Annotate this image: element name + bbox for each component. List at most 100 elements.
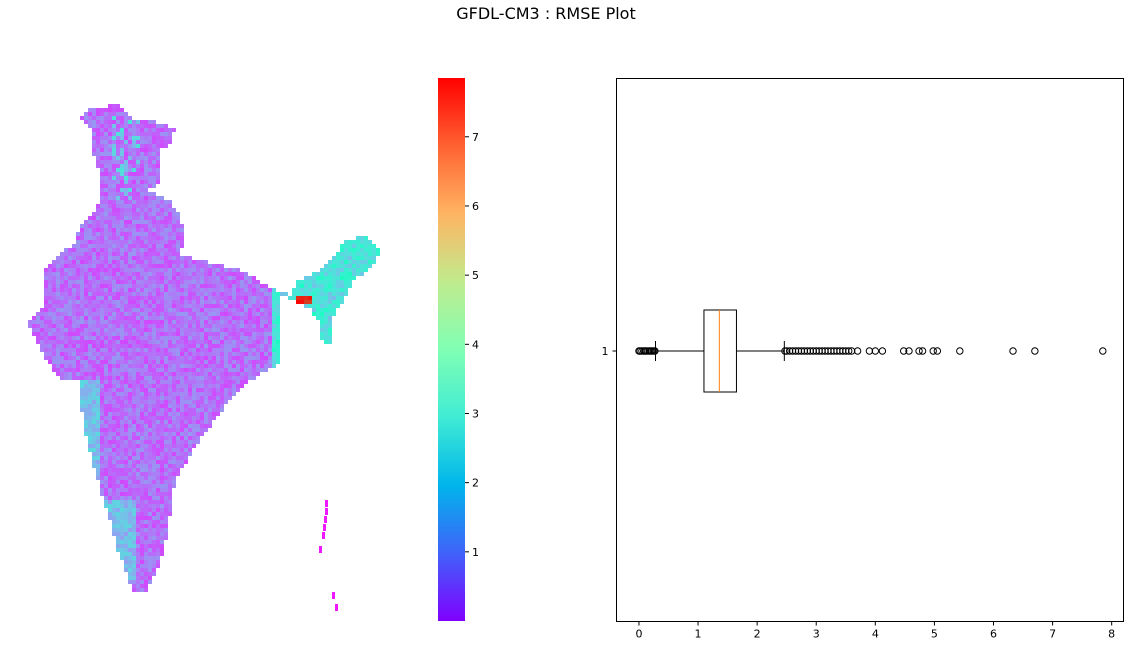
map-cell <box>168 224 172 228</box>
map-cell <box>92 456 96 460</box>
map-cell <box>112 504 116 508</box>
map-cell <box>160 540 164 544</box>
map-cell <box>84 344 88 348</box>
map-cell <box>132 420 136 424</box>
map-cell <box>324 284 328 288</box>
map-cell <box>120 404 124 408</box>
map-cell <box>148 136 152 140</box>
map-cell <box>172 480 176 484</box>
map-cell <box>136 208 140 212</box>
map-cell <box>224 300 228 304</box>
map-cell <box>44 356 48 360</box>
map-cell <box>192 432 196 436</box>
map-cell <box>100 372 104 376</box>
map-cell <box>88 120 92 124</box>
map-cell <box>48 324 52 328</box>
map-cell <box>176 312 180 316</box>
map-cell <box>180 372 184 376</box>
map-cell <box>148 312 152 316</box>
map-cell <box>108 372 112 376</box>
map-cell <box>152 532 156 536</box>
map-cell <box>272 332 276 336</box>
map-cell <box>124 200 128 204</box>
map-cell <box>132 120 136 124</box>
map-cell <box>200 408 204 412</box>
map-cell <box>176 340 180 344</box>
map-cell <box>136 404 140 408</box>
map-cell <box>152 452 156 456</box>
map-cell <box>204 356 208 360</box>
map-cell <box>52 280 56 284</box>
map-cell <box>128 544 132 548</box>
map-cell <box>132 384 136 388</box>
map-cell <box>124 228 128 232</box>
map-cell <box>140 264 144 268</box>
map-cell <box>204 388 208 392</box>
map-cell <box>136 240 140 244</box>
map-cell <box>156 500 160 504</box>
map-cell <box>116 412 120 416</box>
map-cell <box>124 260 128 264</box>
map-cell <box>268 288 272 292</box>
map-cell <box>172 312 176 316</box>
map-cell <box>40 324 44 328</box>
map-cell <box>128 208 132 212</box>
map-cell <box>144 248 148 252</box>
map-cell <box>104 180 108 184</box>
map-cell <box>144 332 148 336</box>
map-cell <box>244 320 248 324</box>
map-cell <box>308 304 312 308</box>
map-cell <box>100 172 104 176</box>
map-cell <box>120 424 124 428</box>
map-cell <box>96 268 100 272</box>
map-cell <box>184 304 188 308</box>
map-cell <box>132 192 136 196</box>
map-cell <box>268 304 272 308</box>
map-cell <box>116 232 120 236</box>
map-cell <box>128 232 132 236</box>
map-cell <box>228 276 232 280</box>
map-cell <box>252 304 256 308</box>
map-cell <box>80 260 84 264</box>
map-cell <box>184 268 188 272</box>
map-cell <box>136 336 140 340</box>
map-cell <box>124 288 128 292</box>
map-cell <box>184 312 188 316</box>
map-cell <box>112 116 116 120</box>
map-cell <box>108 216 112 220</box>
map-cell <box>52 316 56 320</box>
map-cell <box>120 536 124 540</box>
map-cell <box>124 388 128 392</box>
map-cell <box>128 148 132 152</box>
map-cell <box>312 300 316 304</box>
outlier-point <box>651 347 659 355</box>
map-cell <box>140 136 144 140</box>
map-cell <box>208 300 212 304</box>
map-cell <box>160 508 164 512</box>
map-cell <box>224 340 228 344</box>
map-cell <box>92 448 96 452</box>
map-cell <box>84 244 88 248</box>
map-cell <box>216 308 220 312</box>
map-cell <box>124 268 128 272</box>
map-cell <box>192 272 196 276</box>
map-cell <box>88 216 92 220</box>
map-cell <box>56 336 60 340</box>
map-cell <box>136 248 140 252</box>
map-cell <box>48 360 52 364</box>
map-cell <box>152 388 156 392</box>
map-cell <box>336 276 340 280</box>
map-cell <box>68 304 72 308</box>
map-cell <box>340 300 344 304</box>
map-cell <box>88 276 92 280</box>
map-cell <box>332 288 336 292</box>
map-cell <box>220 328 224 332</box>
map-cell <box>164 232 168 236</box>
map-cell <box>168 252 172 256</box>
map-cell <box>120 356 124 360</box>
map-cell <box>156 260 160 264</box>
map-cell <box>124 276 128 280</box>
map-cell <box>168 500 172 504</box>
map-cell <box>148 288 152 292</box>
map-cell <box>348 252 352 256</box>
